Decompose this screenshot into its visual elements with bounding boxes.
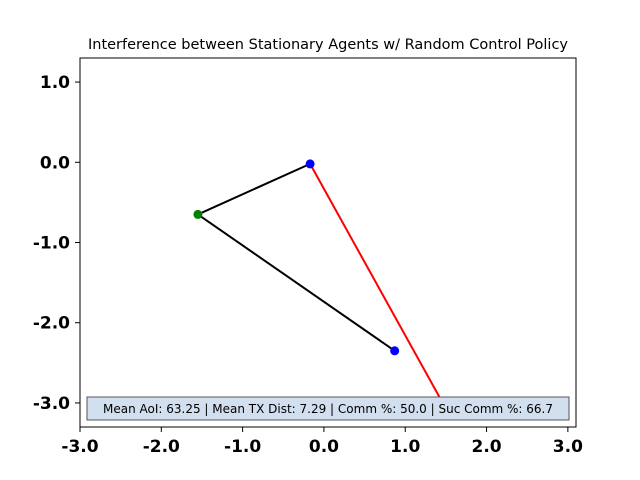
info-box-frame (86, 396, 570, 421)
link-line-1 (197, 162, 311, 216)
x-axis: -3.0 -2.0 -1.0 0.0 1.0 2.0 3.0 (61, 427, 583, 457)
plot-area (80, 58, 576, 427)
x-tick-label: -2.0 (143, 437, 180, 457)
info-box: Mean AoI: 63.25 | Mean TX Dist: 7.29 | C… (86, 396, 570, 421)
chart-title: Interference between Stationary Agents w… (88, 37, 568, 53)
x-tick-label: -3.0 (61, 437, 98, 457)
y-axis: 1.0 0.0 -1.0 -2.0 -3.0 (33, 73, 80, 414)
link-line-2 (197, 213, 396, 352)
x-tick-label: 2.0 (471, 437, 501, 457)
point-agent-1 (305, 159, 315, 169)
y-tick-label: -2.0 (33, 314, 70, 334)
point-base (193, 209, 203, 219)
x-tick-label: 1.0 (390, 437, 420, 457)
x-tick-label: 3.0 (553, 437, 583, 457)
y-tick-label: 0.0 (40, 153, 70, 173)
x-tick-label: 0.0 (309, 437, 339, 457)
link-line-3 (309, 163, 443, 402)
point-agent-2 (390, 346, 400, 356)
y-tick-label: 1.0 (40, 73, 70, 93)
x-tick-label: -1.0 (224, 437, 261, 457)
y-tick-label: -3.0 (33, 394, 70, 414)
y-tick-label: -1.0 (33, 234, 70, 254)
links-layer (197, 162, 443, 402)
info-box-text: Mean AoI: 63.25 | Mean TX Dist: 7.29 | C… (103, 402, 553, 416)
